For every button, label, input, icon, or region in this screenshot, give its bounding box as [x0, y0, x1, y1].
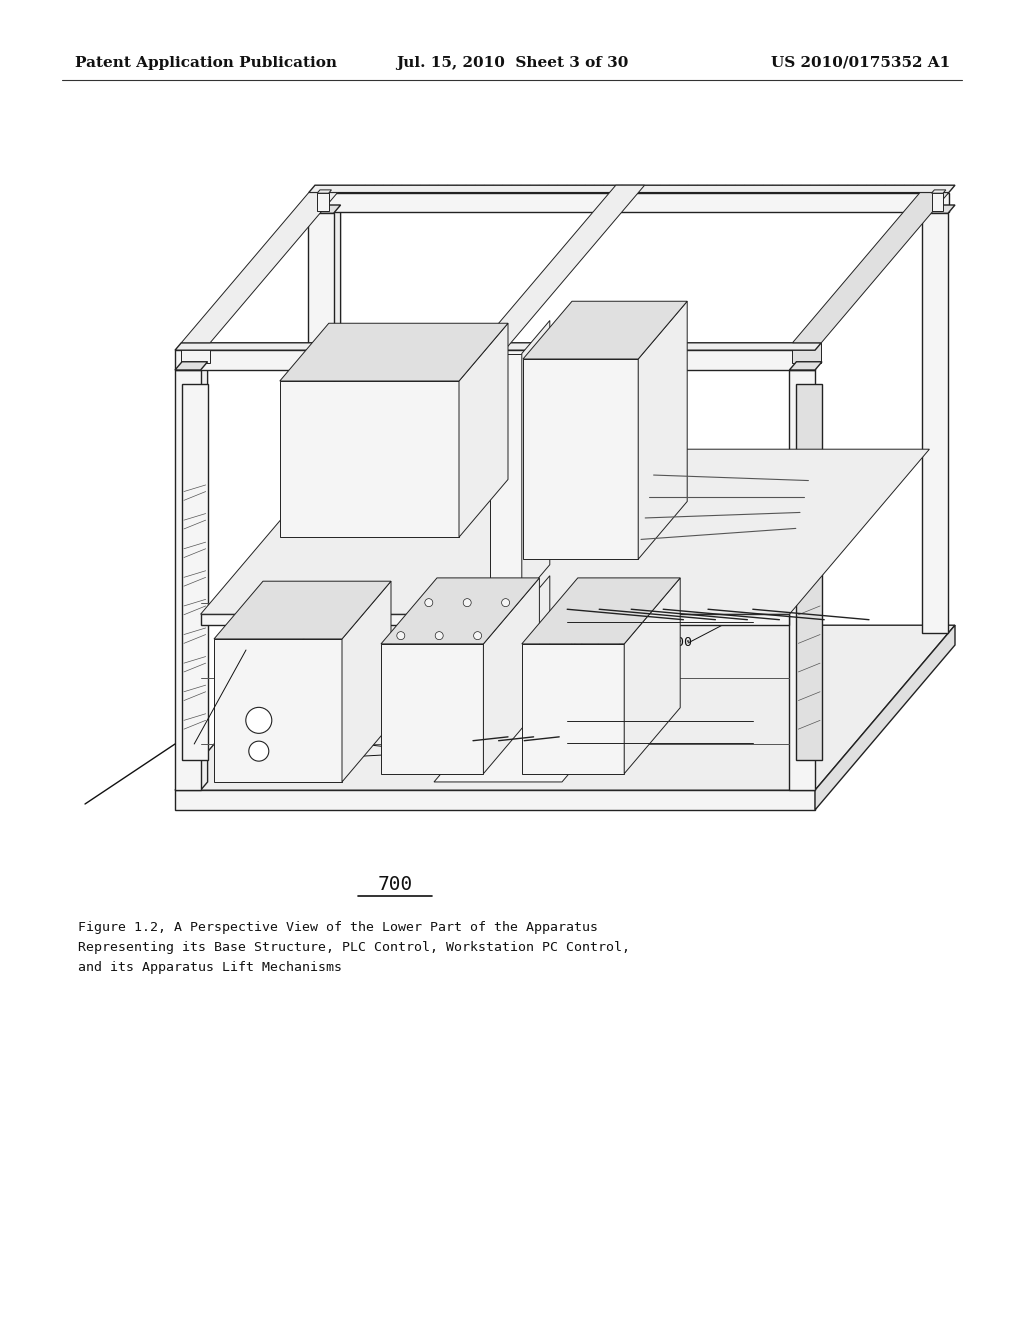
Text: 722: 722 — [310, 751, 334, 764]
Polygon shape — [815, 626, 955, 810]
Polygon shape — [459, 323, 508, 537]
Polygon shape — [181, 193, 338, 343]
Text: 66: 66 — [572, 639, 588, 652]
Text: Figure 1.2, A Perspective View of the Lower Part of the Apparatus: Figure 1.2, A Perspective View of the Lo… — [78, 921, 598, 935]
Polygon shape — [175, 362, 208, 370]
Polygon shape — [522, 644, 625, 774]
Polygon shape — [923, 205, 955, 214]
Text: Jul. 15, 2010  Sheet 3 of 30: Jul. 15, 2010 Sheet 3 of 30 — [396, 55, 628, 70]
Polygon shape — [790, 370, 815, 791]
Polygon shape — [932, 193, 943, 211]
Polygon shape — [181, 343, 210, 363]
Polygon shape — [201, 449, 930, 614]
Text: 718: 718 — [280, 730, 304, 743]
Circle shape — [435, 632, 443, 640]
Text: 60: 60 — [581, 678, 597, 692]
Circle shape — [463, 599, 471, 607]
Polygon shape — [175, 791, 815, 810]
Polygon shape — [342, 581, 391, 781]
Polygon shape — [214, 581, 391, 639]
Text: 800: 800 — [668, 636, 692, 649]
Polygon shape — [523, 301, 687, 359]
Circle shape — [502, 599, 510, 607]
Text: and its Apparatus Lift Mechanisms: and its Apparatus Lift Mechanisms — [78, 961, 342, 974]
Polygon shape — [308, 205, 341, 214]
Polygon shape — [793, 193, 948, 343]
Text: Patent Application Publication: Patent Application Publication — [75, 55, 337, 70]
Polygon shape — [790, 362, 822, 370]
Polygon shape — [476, 185, 644, 350]
Polygon shape — [182, 384, 208, 760]
Polygon shape — [280, 323, 508, 381]
Polygon shape — [280, 381, 459, 537]
Polygon shape — [308, 185, 955, 193]
Polygon shape — [793, 343, 821, 363]
Polygon shape — [201, 614, 790, 626]
Text: Representing its Base Structure, PLC Control, Workstation PC Control,: Representing its Base Structure, PLC Con… — [78, 941, 630, 954]
Polygon shape — [175, 626, 955, 791]
Text: 64: 64 — [581, 652, 597, 665]
Polygon shape — [334, 205, 341, 634]
Text: 720: 720 — [323, 705, 347, 718]
Polygon shape — [923, 214, 948, 634]
Polygon shape — [317, 193, 329, 211]
Text: US 2010/0175352 A1: US 2010/0175352 A1 — [771, 55, 950, 70]
Polygon shape — [523, 359, 638, 560]
Text: 700: 700 — [378, 875, 413, 895]
Polygon shape — [175, 350, 815, 370]
Circle shape — [246, 708, 271, 734]
Polygon shape — [522, 576, 550, 774]
Polygon shape — [201, 362, 208, 791]
Polygon shape — [381, 578, 540, 644]
Polygon shape — [489, 609, 522, 774]
Polygon shape — [317, 190, 332, 193]
Polygon shape — [625, 578, 680, 774]
Circle shape — [249, 741, 268, 762]
Polygon shape — [797, 384, 822, 760]
Polygon shape — [434, 725, 611, 781]
Polygon shape — [175, 370, 201, 791]
Polygon shape — [638, 301, 687, 560]
Text: 90: 90 — [228, 644, 244, 656]
Polygon shape — [308, 193, 948, 213]
Polygon shape — [522, 321, 550, 598]
Polygon shape — [381, 644, 483, 774]
Polygon shape — [214, 639, 342, 781]
Polygon shape — [522, 578, 680, 644]
Text: 62: 62 — [590, 665, 606, 678]
Polygon shape — [483, 578, 540, 774]
Polygon shape — [308, 214, 334, 634]
Polygon shape — [932, 190, 946, 193]
Polygon shape — [175, 343, 821, 350]
Circle shape — [397, 632, 404, 640]
Polygon shape — [476, 350, 505, 370]
Text: 600: 600 — [437, 665, 461, 678]
Polygon shape — [489, 354, 522, 598]
Circle shape — [473, 632, 481, 640]
Circle shape — [425, 599, 433, 607]
